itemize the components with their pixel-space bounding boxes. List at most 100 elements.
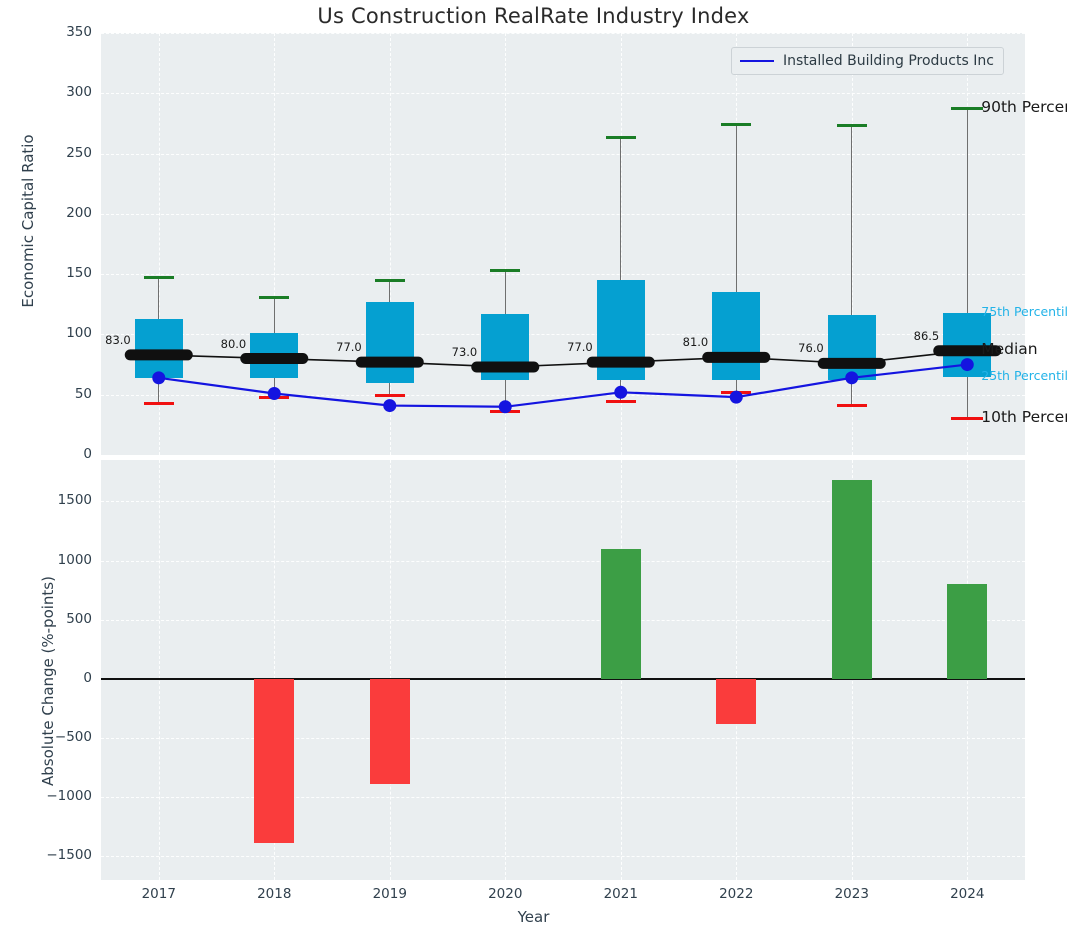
cap-90th-percentile <box>490 269 521 273</box>
median-bar <box>702 351 771 363</box>
bar <box>600 548 641 679</box>
gridline-horizontal <box>101 274 1025 276</box>
y-axis-tick-label: 150 <box>66 265 92 282</box>
cap-10th-percentile <box>374 394 405 398</box>
cap-90th-percentile <box>836 124 867 128</box>
legend-label: Installed Building Products Inc <box>783 53 994 69</box>
whisker-line <box>735 124 737 393</box>
cap-90th-percentile <box>143 276 174 280</box>
zero-line <box>101 677 1025 680</box>
company-series-marker <box>729 390 743 404</box>
bar <box>716 678 757 725</box>
cap-10th-percentile <box>836 404 867 408</box>
gridline-horizontal <box>101 153 1025 155</box>
cap-90th-percentile <box>721 123 752 127</box>
company-series-marker <box>498 400 512 414</box>
median-value-label: 77.0 <box>567 340 593 355</box>
median-value-label: 76.0 <box>798 341 824 356</box>
gridline-horizontal <box>101 501 1025 503</box>
y-axis-tick-label: 250 <box>66 144 92 161</box>
annotation-90th-percentile: 90th Percentile <box>981 97 1067 116</box>
cap-10th-percentile <box>605 400 636 404</box>
company-series-marker <box>960 358 974 372</box>
median-value-label: 86.5 <box>913 328 940 343</box>
gridline-horizontal <box>101 213 1025 215</box>
y-axis-tick-label: 100 <box>66 325 92 342</box>
median-value-label: 77.0 <box>336 340 362 355</box>
gridline-vertical <box>389 33 391 455</box>
gridline-vertical <box>274 460 276 880</box>
bar <box>254 678 295 843</box>
bar <box>831 480 872 679</box>
chart-title: Us Construction RealRate Industry Index <box>317 4 750 28</box>
gridline-horizontal <box>101 334 1025 336</box>
legend-line-swatch <box>740 60 774 62</box>
gridline-horizontal <box>101 560 1025 562</box>
gridline-vertical <box>736 460 738 880</box>
annotation-10th-percentile: 10th Percentile <box>981 407 1067 426</box>
median-bar <box>933 345 1002 357</box>
median-value-label: 83.0 <box>105 332 131 347</box>
annotation-25th-percentile: 25th Percentile <box>981 367 1067 383</box>
box <box>365 301 414 383</box>
y-axis-tick-label: 0 <box>83 669 92 686</box>
gridline-horizontal <box>101 33 1025 34</box>
y-axis-tick-label: 0 <box>83 446 92 462</box>
cap-90th-percentile <box>259 295 290 299</box>
x-axis-tick-label: 2017 <box>141 886 176 902</box>
median-bar <box>240 353 309 365</box>
company-series-line <box>158 363 968 408</box>
median-overlay <box>124 345 1002 414</box>
gridline-horizontal <box>101 619 1025 621</box>
top-panel-plot-area <box>101 33 1025 455</box>
median-bar <box>817 357 886 369</box>
y-axis-tick-label: 1000 <box>57 551 92 568</box>
median-value-label: 73.0 <box>451 344 478 359</box>
x-axis-label: Year <box>517 908 550 926</box>
x-axis-tick-label: 2023 <box>834 886 869 902</box>
company-series-marker <box>152 371 166 385</box>
y-axis-tick-label: −1500 <box>46 847 92 864</box>
whisker-line <box>966 108 968 419</box>
cap-90th-percentile <box>374 278 405 282</box>
whisker-line <box>851 125 853 406</box>
cap-90th-percentile <box>605 136 636 140</box>
bar <box>369 678 410 785</box>
bar <box>947 584 988 679</box>
company-series-marker <box>267 387 281 401</box>
median-value-label: 81.0 <box>682 335 709 350</box>
gridline-vertical <box>274 33 276 455</box>
box <box>134 318 183 378</box>
cap-10th-percentile <box>143 401 174 405</box>
gridline-horizontal <box>101 93 1025 95</box>
x-axis-tick-label: 2021 <box>603 886 638 902</box>
x-axis-tick-label: 2018 <box>257 886 292 902</box>
annotation-75th-percentile: 75th Percentile <box>981 303 1067 319</box>
y-axis-tick-label: 50 <box>74 385 92 402</box>
x-axis-tick-label: 2020 <box>488 886 523 902</box>
company-series-marker <box>614 385 628 399</box>
median-bar <box>471 361 540 373</box>
x-axis-tick-label: 2019 <box>372 886 407 902</box>
gridline-vertical <box>158 460 160 880</box>
median-bar <box>586 356 655 368</box>
gridline-horizontal <box>101 738 1025 740</box>
y-axis-tick-label: 200 <box>66 204 92 221</box>
y-axis-tick-label: 350 <box>66 24 92 40</box>
company-series-marker <box>845 371 859 385</box>
y-axis-tick-label: −500 <box>54 729 92 746</box>
median-value-label: 80.0 <box>220 336 247 351</box>
gridline-vertical <box>505 33 507 455</box>
gridline-vertical <box>505 460 507 880</box>
gridline-horizontal <box>101 797 1025 799</box>
gridline-horizontal <box>101 856 1025 858</box>
x-axis-tick-label: 2022 <box>719 886 754 902</box>
whisker-line <box>620 137 622 402</box>
company-series-marker <box>383 399 397 413</box>
annotation-mark-10th <box>951 417 984 421</box>
legend[interactable]: Installed Building Products Inc <box>731 47 1004 75</box>
gridline-vertical <box>389 460 391 880</box>
bottom-panel-plot-area <box>101 460 1025 880</box>
median-bar <box>355 356 424 368</box>
